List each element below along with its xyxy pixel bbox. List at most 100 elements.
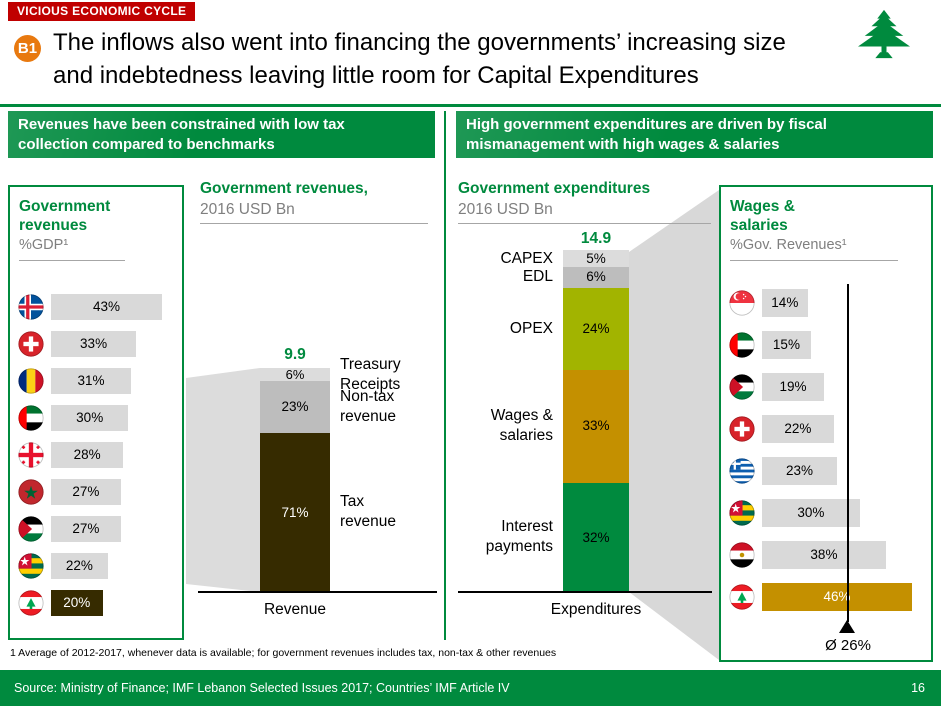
left-panel-title: Government revenues bbox=[19, 197, 110, 235]
bar-romania: 31% bbox=[51, 367, 131, 394]
average-line bbox=[847, 284, 849, 622]
right-panel-rule bbox=[730, 260, 898, 261]
left-ranking-panel: Government revenues %GDP¹ 43% 33% 31% 30% 28… bbox=[8, 185, 184, 640]
footnote: 1 Average of 2012-2017, whenever data is… bbox=[10, 647, 557, 659]
expenditure-stacked-bar: 5% 6% 24% 33% 32% bbox=[563, 250, 629, 592]
left-funnel-shape bbox=[186, 368, 260, 592]
flag-jordan-icon bbox=[18, 515, 44, 542]
average-label: Ø 26% bbox=[825, 637, 871, 654]
expenditure-axis-label: Expenditures bbox=[550, 601, 642, 618]
ranking-row-switzerland: 33% bbox=[18, 325, 178, 362]
segment-interest-payments: 32% bbox=[563, 482, 629, 592]
right-ranking-rows: 14% 15% 19% 22% 23% 30% 38% 46% bbox=[729, 282, 927, 618]
banner-left-line1: Revenues have been constrained with low … bbox=[18, 116, 345, 133]
revenue-total-label: 9.9 bbox=[284, 346, 306, 363]
flag-togo-icon bbox=[729, 500, 755, 526]
ranking-row-singapore: 14% bbox=[729, 282, 927, 324]
flag-greece-icon bbox=[729, 458, 755, 484]
banner-left-line2: collection compared to benchmarks bbox=[18, 135, 275, 153]
flag-morocco-icon bbox=[18, 478, 44, 505]
revenue-axis-line bbox=[198, 591, 437, 593]
flag-jordan-icon bbox=[729, 374, 755, 400]
b1-badge: B1 bbox=[14, 35, 41, 62]
left-panel-title-line2: revenues bbox=[19, 217, 88, 234]
bar-switzerland: 33% bbox=[51, 330, 137, 357]
bar-uae: 30% bbox=[51, 404, 129, 431]
right-panel-title-line1: Wages & bbox=[730, 198, 795, 215]
segment-treasury-receipts: 6% bbox=[260, 368, 330, 381]
ranking-row-uae: 30% bbox=[18, 399, 178, 436]
title-separator bbox=[0, 104, 941, 107]
flag-switzerland-icon bbox=[729, 416, 755, 442]
slide-title-line1: The inflows also went into financing the… bbox=[53, 29, 786, 56]
banner-right: High government expenditures are driven … bbox=[456, 111, 933, 158]
bar-jordan: 27% bbox=[51, 515, 121, 542]
bar-lebanon: 20% bbox=[51, 589, 103, 616]
ranking-row-lebanon: 46% bbox=[729, 576, 927, 618]
bar-iceland: 43% bbox=[51, 293, 162, 320]
bar-togo: 22% bbox=[51, 552, 108, 579]
right-funnel-shape bbox=[629, 190, 719, 660]
revenue-stacked-bar: 6% 23% 71% bbox=[260, 368, 330, 592]
kicker-tag: VICIOUS ECONOMIC CYCLE bbox=[8, 2, 196, 21]
left-ranking-rows: 43% 33% 31% 30% 28% 27% 27% 22% 20% bbox=[18, 288, 178, 621]
bar-egypt: 38% bbox=[762, 541, 886, 569]
revenue-axis-label: Revenue bbox=[263, 601, 327, 618]
right-ranking-panel: Wages & salaries %Gov. Revenues¹ 14% 15% 1… bbox=[719, 185, 933, 662]
slide-title-line2: and indebtedness leaving little room for… bbox=[53, 62, 699, 89]
flag-lebanon-icon bbox=[729, 584, 755, 610]
center-divider bbox=[444, 111, 446, 640]
segment-edl: 6% bbox=[563, 267, 629, 288]
banner-right-line2: mismanagement with high wages & salaries bbox=[466, 135, 780, 153]
revenue-title-rule bbox=[200, 223, 428, 224]
bar-singapore: 14% bbox=[762, 289, 808, 317]
expenditure-chart-title: Government expenditures bbox=[458, 180, 651, 197]
flag-lebanon-icon bbox=[18, 589, 44, 616]
bar-morocco: 27% bbox=[51, 478, 121, 505]
ranking-row-jordan: 27% bbox=[18, 510, 178, 547]
left-panel-subtitle: %GDP¹ bbox=[19, 237, 69, 253]
flag-singapore-icon bbox=[729, 290, 755, 316]
right-panel-title-line2: salaries bbox=[730, 217, 788, 234]
flag-egypt-icon bbox=[729, 542, 755, 568]
ranking-row-greece: 23% bbox=[729, 450, 927, 492]
bar-jordan: 19% bbox=[762, 373, 824, 401]
flag-georgia-icon bbox=[18, 441, 44, 468]
right-panel-subtitle: %Gov. Revenues¹ bbox=[730, 237, 847, 253]
right-panel-title: Wages & salaries bbox=[730, 197, 795, 235]
bar-greece: 23% bbox=[762, 457, 837, 485]
source-text: Source: Ministry of Finance; IMF Lebanon… bbox=[14, 681, 510, 695]
revenue-chart-title: Government revenues, bbox=[200, 180, 368, 197]
ranking-row-uae: 15% bbox=[729, 324, 927, 366]
bar-togo: 30% bbox=[762, 499, 860, 527]
ranking-row-togo: 22% bbox=[18, 547, 178, 584]
ranking-row-switzerland: 22% bbox=[729, 408, 927, 450]
banner-right-line1: High government expenditures are driven … bbox=[466, 116, 827, 133]
flag-uae-icon bbox=[18, 404, 44, 431]
ranking-row-egypt: 38% bbox=[729, 534, 927, 576]
expenditure-total-label: 14.9 bbox=[580, 230, 612, 247]
flag-switzerland-icon bbox=[18, 330, 44, 357]
ranking-row-romania: 31% bbox=[18, 362, 178, 399]
flag-uae-icon bbox=[729, 332, 755, 358]
expenditure-title-rule bbox=[458, 223, 711, 224]
expenditure-axis-line bbox=[458, 591, 712, 593]
flag-togo-icon bbox=[18, 552, 44, 579]
bar-georgia: 28% bbox=[51, 441, 124, 468]
cedar-logo-icon bbox=[853, 8, 915, 65]
bar-switzerland: 22% bbox=[762, 415, 834, 443]
flag-iceland-icon bbox=[18, 293, 44, 320]
slide-title: The inflows also went into financing the… bbox=[53, 26, 786, 92]
ranking-row-georgia: 28% bbox=[18, 436, 178, 473]
expenditure-chart-subtitle: 2016 USD Bn bbox=[458, 201, 553, 218]
left-panel-title-line1: Government bbox=[19, 198, 111, 215]
ranking-row-togo: 30% bbox=[729, 492, 927, 534]
ranking-row-morocco: 27% bbox=[18, 473, 178, 510]
flag-romania-icon bbox=[18, 367, 44, 394]
ranking-row-iceland: 43% bbox=[18, 288, 178, 325]
revenue-chart-subtitle: 2016 USD Bn bbox=[200, 201, 295, 218]
footer-bar: Source: Ministry of Finance; IMF Lebanon… bbox=[0, 670, 941, 706]
ranking-row-jordan: 19% bbox=[729, 366, 927, 408]
